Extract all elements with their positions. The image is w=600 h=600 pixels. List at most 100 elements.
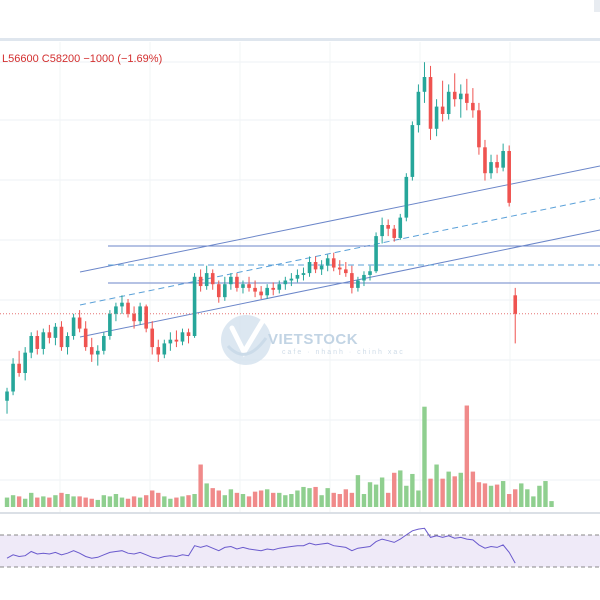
- volume-bar: [500, 481, 506, 507]
- volume-bar: [482, 483, 488, 507]
- candle-body: [337, 267, 342, 270]
- volume-bar: [392, 472, 397, 507]
- candle-body: [150, 328, 155, 348]
- volume-bar: [29, 492, 34, 507]
- candle-body: [144, 306, 148, 329]
- candle-body: [368, 271, 372, 275]
- volume-bar: [349, 492, 355, 507]
- volume-bar: [476, 482, 482, 507]
- candle-body: [410, 125, 415, 177]
- candle-body: [5, 391, 9, 401]
- volume-bar: [137, 497, 143, 507]
- candle-body: [259, 291, 263, 296]
- volume-bar: [355, 475, 361, 507]
- volume-bar: [216, 490, 221, 507]
- volume-bar: [246, 496, 252, 507]
- volume-bar: [186, 495, 191, 507]
- candle-body: [168, 339, 173, 344]
- volume-bar: [404, 485, 409, 507]
- candle-body: [325, 258, 330, 266]
- candle-body: [483, 147, 487, 174]
- volume-bar: [174, 497, 179, 507]
- top-border: [0, 38, 600, 41]
- volume-bar: [156, 492, 161, 507]
- volume-bar: [71, 496, 76, 507]
- candle-body: [186, 332, 191, 336]
- candle-body: [489, 162, 493, 174]
- volume-bar: [325, 488, 330, 507]
- candle-body: [301, 273, 306, 275]
- volume-bar: [513, 489, 518, 507]
- volume-bar: [494, 484, 500, 507]
- candle-body: [513, 295, 518, 314]
- volume-bar: [452, 476, 457, 507]
- candle-body: [477, 110, 481, 148]
- candle-body: [241, 284, 245, 288]
- candle-body: [35, 336, 40, 349]
- volume-bar: [258, 490, 264, 507]
- candle-body: [253, 287, 257, 292]
- candle-body: [23, 352, 27, 373]
- candle-body: [180, 332, 185, 342]
- volume-bar: [337, 494, 342, 507]
- volume-bar: [16, 496, 22, 507]
- candlesticks: [5, 62, 518, 414]
- vietstock-logo-icon: [221, 315, 271, 365]
- candle-body: [380, 225, 384, 237]
- candle-body: [229, 276, 233, 285]
- volume-bar: [367, 482, 373, 507]
- volume-bar: [150, 490, 155, 507]
- volume-bar: [549, 501, 554, 507]
- candle-body: [307, 262, 312, 274]
- candle-body: [495, 162, 499, 168]
- rsi-band: [0, 535, 600, 567]
- candle-body: [446, 91, 451, 114]
- candle-body: [47, 332, 52, 338]
- volume-bar: [101, 495, 107, 507]
- volume-bar: [458, 472, 463, 507]
- volume-bar: [537, 485, 542, 507]
- volume-bar: [228, 489, 234, 507]
- candle-body: [501, 151, 505, 168]
- volume-bar: [252, 491, 258, 507]
- volume-bar: [125, 498, 131, 507]
- candle-body: [440, 106, 445, 114]
- candle-body: [216, 284, 221, 298]
- candle-body: [83, 328, 88, 348]
- candle-body: [204, 273, 209, 287]
- candle-body: [17, 363, 21, 373]
- volume-bar: [271, 492, 276, 507]
- candle-body: [192, 276, 197, 336]
- volume-bar: [422, 406, 427, 507]
- volume-bar: [470, 471, 476, 507]
- volume-bar: [77, 496, 82, 507]
- volume-bar: [283, 495, 288, 507]
- volume-bar: [385, 492, 391, 507]
- candle-body: [89, 347, 94, 355]
- upper-channel-line: [79, 165, 600, 273]
- candle-body: [344, 269, 348, 274]
- volume-bar: [295, 490, 300, 507]
- candle-body: [247, 284, 251, 288]
- candle-body: [162, 343, 167, 355]
- volume-bar: [525, 489, 530, 507]
- candle-body: [458, 93, 463, 100]
- candle-body: [392, 228, 397, 238]
- volume-bar: [41, 496, 46, 507]
- candle-body: [507, 151, 511, 203]
- volume-bar: [289, 494, 294, 507]
- candle-body: [174, 339, 179, 342]
- candle-body: [313, 262, 318, 270]
- candle-body: [156, 347, 161, 355]
- volume-bar: [210, 488, 215, 507]
- volume-bar: [440, 478, 445, 507]
- volume-bar: [65, 494, 70, 507]
- volume-bar: [416, 490, 421, 507]
- volume-bar: [373, 484, 379, 507]
- volume-bar: [434, 464, 439, 507]
- candle-body: [404, 176, 409, 218]
- candle-body: [374, 236, 378, 272]
- candle-body: [11, 363, 15, 392]
- candle-body: [59, 326, 64, 348]
